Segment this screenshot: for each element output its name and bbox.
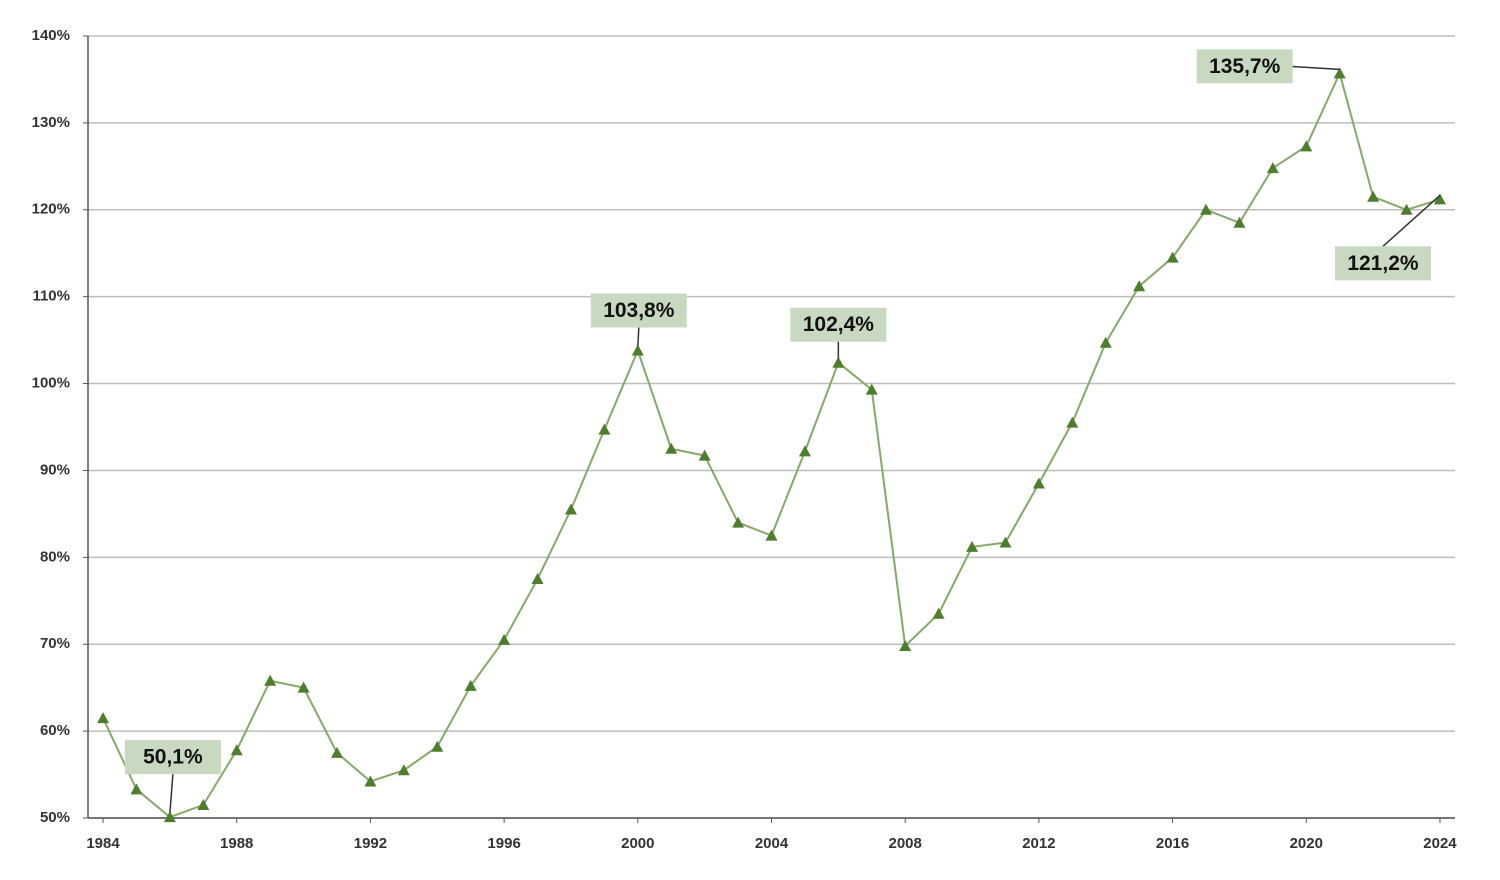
label-box bbox=[590, 293, 687, 328]
marker bbox=[397, 764, 410, 776]
data-label: 50,1% bbox=[143, 746, 203, 769]
data-label: 102,4% bbox=[803, 313, 875, 336]
x-tick-label: 1996 bbox=[487, 835, 520, 852]
y-tick-label: 140% bbox=[32, 27, 70, 44]
marker bbox=[1099, 336, 1112, 348]
marker bbox=[932, 607, 945, 619]
data-label: 103,8% bbox=[603, 299, 675, 322]
marker bbox=[531, 573, 544, 585]
leader-line bbox=[1289, 65, 1340, 71]
data-label: 121,2% bbox=[1347, 252, 1419, 275]
marker bbox=[498, 633, 511, 645]
marker bbox=[1066, 416, 1079, 428]
marker bbox=[564, 503, 577, 515]
x-tick-label: 2008 bbox=[889, 835, 922, 852]
y-tick-label: 50% bbox=[40, 809, 70, 826]
marker bbox=[1199, 203, 1212, 215]
marker bbox=[966, 540, 979, 552]
x-tick-label: 1984 bbox=[86, 835, 120, 852]
x-tick-label: 2004 bbox=[755, 835, 789, 852]
marker bbox=[732, 516, 745, 528]
label-box bbox=[790, 307, 887, 342]
x-tick-label: 2020 bbox=[1290, 835, 1323, 852]
marker bbox=[197, 798, 210, 810]
marker bbox=[163, 811, 176, 823]
marker bbox=[230, 744, 243, 756]
marker bbox=[364, 775, 377, 787]
y-tick-label: 80% bbox=[40, 548, 70, 565]
y-tick-label: 70% bbox=[40, 635, 70, 652]
y-tick-label: 100% bbox=[32, 375, 70, 392]
data-line bbox=[102, 70, 1441, 819]
marker bbox=[798, 445, 811, 457]
marker bbox=[1032, 477, 1045, 489]
data-label: 135,7% bbox=[1209, 55, 1281, 78]
marker bbox=[464, 679, 477, 691]
y-tick-label: 90% bbox=[40, 461, 70, 478]
leader-line bbox=[1382, 194, 1441, 247]
marker bbox=[1233, 216, 1246, 228]
marker bbox=[1333, 67, 1346, 79]
marker bbox=[1133, 280, 1146, 292]
marker bbox=[130, 783, 143, 795]
marker bbox=[431, 740, 444, 752]
x-tick-label: 2024 bbox=[1423, 835, 1457, 852]
marker bbox=[1300, 140, 1313, 152]
label-box bbox=[1196, 49, 1293, 84]
marker bbox=[665, 442, 678, 454]
marker bbox=[865, 383, 878, 395]
marker bbox=[598, 423, 611, 435]
marker bbox=[899, 639, 912, 651]
marker bbox=[1367, 190, 1380, 202]
x-tick-label: 2016 bbox=[1156, 835, 1189, 852]
y-tick-label: 130% bbox=[32, 114, 70, 131]
marker bbox=[264, 674, 277, 686]
marker bbox=[832, 356, 845, 368]
y-tick-label: 110% bbox=[32, 288, 70, 305]
marker bbox=[1400, 203, 1413, 215]
marker bbox=[999, 536, 1012, 548]
marker bbox=[698, 449, 711, 461]
y-tick-label: 60% bbox=[40, 722, 70, 739]
x-tick-label: 1988 bbox=[220, 835, 253, 852]
y-tick-label: 120% bbox=[32, 201, 70, 218]
marker bbox=[331, 746, 344, 758]
x-tick-label: 2000 bbox=[621, 835, 654, 852]
label-box bbox=[1334, 246, 1431, 281]
marker bbox=[1433, 193, 1446, 205]
x-tick-label: 2012 bbox=[1022, 835, 1055, 852]
leader-line bbox=[169, 774, 174, 814]
marker bbox=[97, 712, 110, 724]
marker bbox=[1266, 162, 1279, 174]
marker bbox=[765, 529, 778, 541]
label-box bbox=[124, 740, 221, 775]
marker bbox=[1166, 251, 1179, 263]
x-tick-label: 1992 bbox=[354, 835, 387, 852]
marker bbox=[631, 344, 644, 356]
marker bbox=[297, 681, 310, 693]
leader-line bbox=[637, 327, 640, 347]
